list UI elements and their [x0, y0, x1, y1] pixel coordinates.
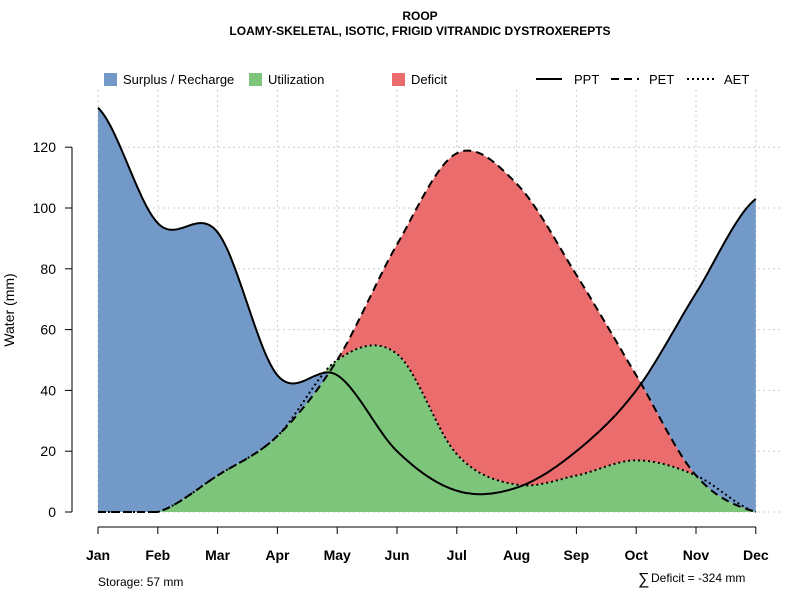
x-tick-label: Nov	[683, 547, 710, 563]
chart-title: ROOP	[402, 9, 437, 23]
axes: 0 20 40 60 80 100 120 Jan Feb Mar Apr May Jun Jul Aug S…	[33, 139, 769, 563]
legend-label-ppt: PPT	[574, 72, 599, 87]
deficit-annotation: Deficit = -324 mm	[651, 571, 745, 585]
series-lines	[97, 107, 757, 513]
legend-label-utilization: Utilization	[268, 72, 324, 87]
legend-label-surplus: Surplus / Recharge	[123, 72, 234, 87]
legend-swatch-deficit	[392, 73, 405, 86]
series-line-pet	[98, 149, 757, 513]
x-tick-label: Jun	[385, 547, 410, 563]
y-axis-label: Water (mm)	[1, 273, 17, 346]
y-tick-label: 40	[40, 382, 56, 398]
y-tick-label: 120	[33, 139, 57, 155]
x-tick-label: Aug	[503, 547, 530, 563]
y-tick-label: 100	[33, 200, 57, 216]
x-tick-label: Sep	[564, 547, 590, 563]
legend-label-pet: PET	[649, 72, 674, 87]
series-line-aet	[98, 344, 757, 513]
utilization-base-area	[98, 372, 756, 512]
surplus-area	[98, 107, 756, 512]
x-tick-label: Jan	[86, 547, 110, 563]
x-tick-label: Jul	[447, 547, 467, 563]
legend-swatch-surplus	[104, 73, 117, 86]
x-tick-label: Mar	[205, 547, 230, 563]
y-tick-label: 60	[40, 322, 56, 338]
sum-icon: ∑	[638, 571, 649, 588]
y-tick-label: 0	[48, 504, 56, 520]
x-tick-label: Dec	[743, 547, 769, 563]
legend: Surplus / Recharge Utilization Deficit P…	[104, 72, 749, 87]
y-tick-label: 80	[40, 261, 56, 277]
series-line-ppt	[97, 107, 757, 496]
x-tick-label: Oct	[625, 547, 649, 563]
legend-label-deficit: Deficit	[411, 72, 448, 87]
utilization-area	[98, 345, 756, 512]
y-tick-label: 20	[40, 443, 56, 459]
x-tick-label: Apr	[265, 547, 290, 563]
deficit-area	[98, 150, 756, 512]
area-fills	[98, 107, 756, 512]
chart-subtitle: LOAMY-SKELETAL, ISOTIC, FRIGID VITRANDIC…	[229, 24, 610, 38]
legend-swatch-utilization	[249, 73, 262, 86]
storage-annotation: Storage: 57 mm	[98, 575, 183, 589]
x-tick-label: Feb	[145, 547, 170, 563]
x-tick-label: May	[324, 547, 351, 563]
legend-label-aet: AET	[724, 72, 749, 87]
